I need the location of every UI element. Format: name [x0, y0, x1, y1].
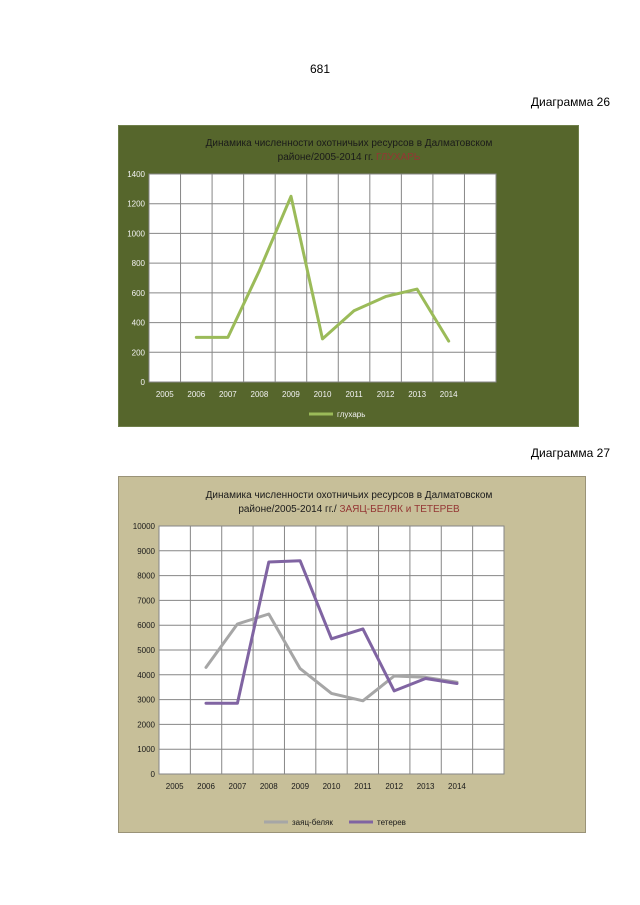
grouse-chart-xtick-label: 2007 [219, 390, 237, 399]
hare-blackgrouse-chart-xtick-label: 2006 [197, 782, 215, 791]
grouse-chart-series-line-0 [194, 194, 451, 343]
hare-blackgrouse-chart-xtick-label: 2007 [229, 782, 247, 791]
hare-blackgrouse-chart-xtick-label: 2009 [291, 782, 309, 791]
grouse-chart-plot-area [148, 173, 497, 383]
grouse-chart-ytick-label: 0 [141, 378, 146, 387]
hare-blackgrouse-chart-title-period: районе/2005-2014 гг./ [238, 504, 339, 515]
grouse-chart-xtick-label: 2006 [187, 390, 205, 399]
hare-blackgrouse-chart-ytick-label: 4000 [137, 671, 155, 680]
grouse-chart-ytick-label: 400 [132, 319, 146, 328]
hare-blackgrouse-chart-legend-label-0: заяц-беляк [292, 818, 333, 827]
hare-blackgrouse-chart-legend-label-1: тетерев [377, 818, 406, 827]
hare-blackgrouse-chart-xtick-label: 2012 [385, 782, 403, 791]
hare-blackgrouse-chart-ytick-label: 8000 [137, 572, 155, 581]
hare-blackgrouse-chart-ytick-label: 9000 [137, 547, 155, 556]
page-number: 681 [309, 62, 331, 76]
hare-blackgrouse-chart-title-line1: Динамика численности охотничьих ресурсов… [206, 490, 493, 501]
hare-blackgrouse-chart-xtick-label: 2013 [417, 782, 435, 791]
hare-blackgrouse-chart-title-species: ЗАЯЦ-БЕЛЯК и ТЕТЕРЕВ [339, 504, 460, 515]
diagram-label-27: Диаграмма 27 [530, 446, 610, 460]
grouse-chart-title-line2: районе/2005-2014 гг. ГЛУХАРЬ [278, 152, 421, 163]
grouse-chart-xtick-label: 2008 [251, 390, 269, 399]
grouse-chart-xtick-label: 2011 [345, 390, 363, 399]
grouse-chart-xtick-label: 2009 [282, 390, 300, 399]
hare-blackgrouse-chart-title-line2: районе/2005-2014 гг./ ЗАЯЦ-БЕЛЯК и ТЕТЕР… [238, 504, 460, 515]
grouse-chart-ytick-label: 1400 [127, 170, 145, 179]
hare-blackgrouse-chart-xtick-label: 2014 [448, 782, 466, 791]
grouse-chart-xtick-label: 2005 [156, 390, 174, 399]
grouse-chart-ytick-label: 200 [132, 348, 146, 357]
hare-blackgrouse-chart-ytick-label: 1000 [137, 745, 155, 754]
hare-blackgrouse-chart-xtick-label: 2010 [323, 782, 341, 791]
hare-blackgrouse-chart-svg: Динамика численности охотничьих ресурсов… [119, 477, 585, 832]
grouse-chart-ytick-label: 600 [132, 289, 146, 298]
grouse-chart-ytick-label: 1000 [127, 229, 145, 238]
grouse-chart-xtick-label: 2010 [314, 390, 332, 399]
hare-blackgrouse-chart-ytick-label: 0 [151, 770, 156, 779]
grouse-chart: Динамика численности охотничьих ресурсов… [118, 125, 579, 427]
hare-blackgrouse-chart-series-line-0 [204, 612, 459, 703]
grouse-chart-xtick-label: 2014 [440, 390, 458, 399]
hare-blackgrouse-chart-ytick-label: 3000 [137, 696, 155, 705]
grouse-chart-ytick-label: 1200 [127, 200, 145, 209]
grouse-chart-title-period: районе/2005-2014 гг. [278, 152, 376, 163]
hare-blackgrouse-chart-xtick-label: 2011 [354, 782, 372, 791]
grouse-chart-ytick-label: 800 [132, 259, 146, 268]
grouse-chart-title-line1: Динамика численности охотничьих ресурсов… [206, 138, 493, 149]
hare-blackgrouse-chart-ytick-label: 10000 [133, 522, 156, 531]
hare-blackgrouse-chart-ytick-label: 6000 [137, 621, 155, 630]
grouse-chart-title-species: ГЛУХАРЬ [376, 152, 421, 163]
hare-blackgrouse-chart-ytick-label: 2000 [137, 720, 155, 729]
diagram-label-26: Диаграмма 26 [530, 95, 610, 109]
hare-blackgrouse-chart-ytick-label: 5000 [137, 646, 155, 655]
hare-blackgrouse-chart: Динамика численности охотничьих ресурсов… [118, 476, 586, 833]
grouse-chart-xtick-label: 2013 [408, 390, 426, 399]
grouse-chart-xtick-label: 2012 [377, 390, 395, 399]
hare-blackgrouse-chart-ytick-label: 7000 [137, 596, 155, 605]
grouse-chart-svg: Динамика численности охотничьих ресурсов… [119, 126, 578, 426]
hare-blackgrouse-chart-xtick-label: 2005 [166, 782, 184, 791]
hare-blackgrouse-chart-xtick-label: 2008 [260, 782, 278, 791]
hare-blackgrouse-chart-series-line-1 [204, 559, 459, 705]
grouse-chart-legend-label-0: глухарь [337, 410, 365, 419]
